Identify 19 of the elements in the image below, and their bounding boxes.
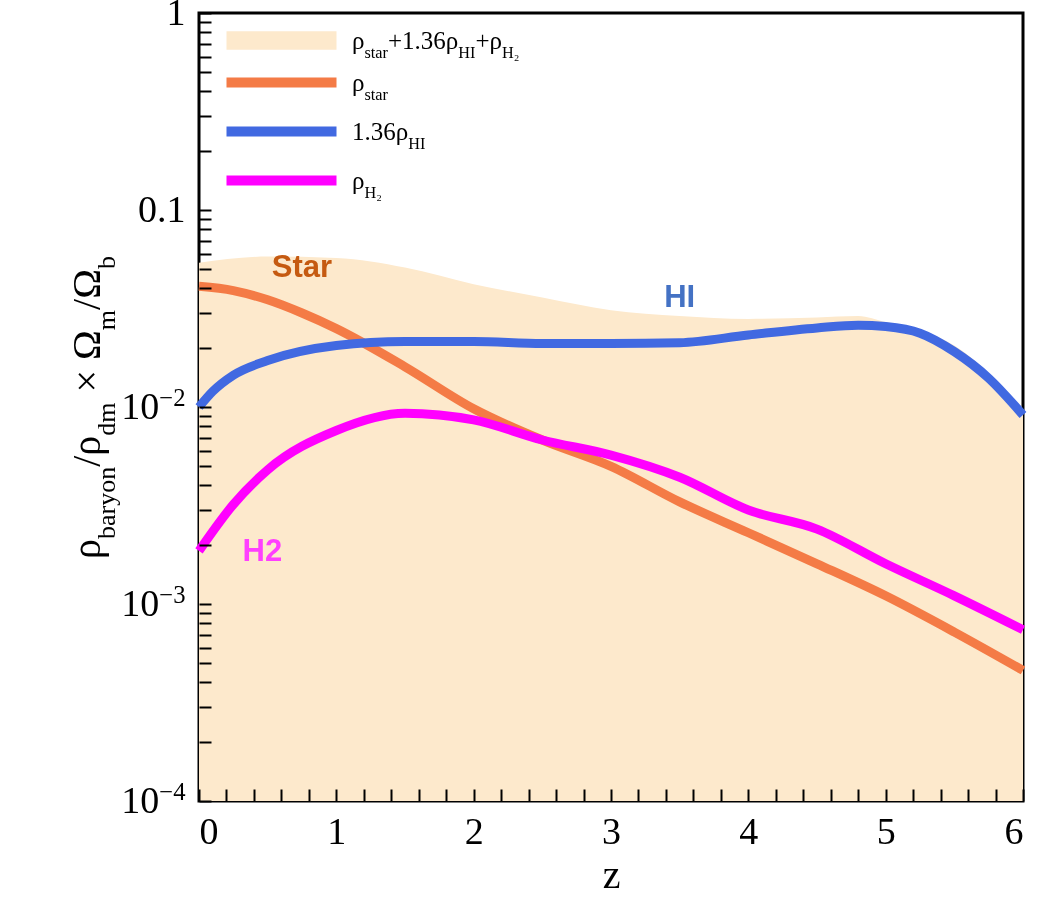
x-tick-label: 1 — [327, 809, 347, 852]
x-tick-label: 4 — [739, 809, 759, 852]
y-tick-label: 10$^{−2}$ — [121, 383, 186, 427]
annotation: H2 — [242, 533, 283, 569]
legend-label: ρ$_{H₂}$ — [352, 166, 382, 202]
legend-label: 1.36ρ$_{HI}$ — [352, 117, 426, 153]
x-tick-label: 0 — [199, 809, 219, 852]
x-tick-label: 2 — [464, 809, 484, 852]
x-tick-label: 3 — [602, 809, 621, 852]
annotation: HI — [664, 278, 696, 314]
legend-label: ρ$_{star}$ — [352, 68, 389, 104]
annotation: Star — [271, 249, 333, 285]
x-axis-title: z — [602, 851, 621, 897]
y-tick-label: 10$^{−3}$ — [121, 580, 186, 624]
legend-label: ρ$_{star}$+1.36ρ$_{HI}$+ρ$_{H₂}$ — [352, 26, 520, 62]
y-tick-label: 0.1 — [138, 187, 186, 230]
y-tick-label: 10$^{−4}$ — [121, 777, 186, 821]
x-tick-label: 5 — [876, 809, 896, 852]
x-tick-label: 6 — [1004, 809, 1024, 852]
